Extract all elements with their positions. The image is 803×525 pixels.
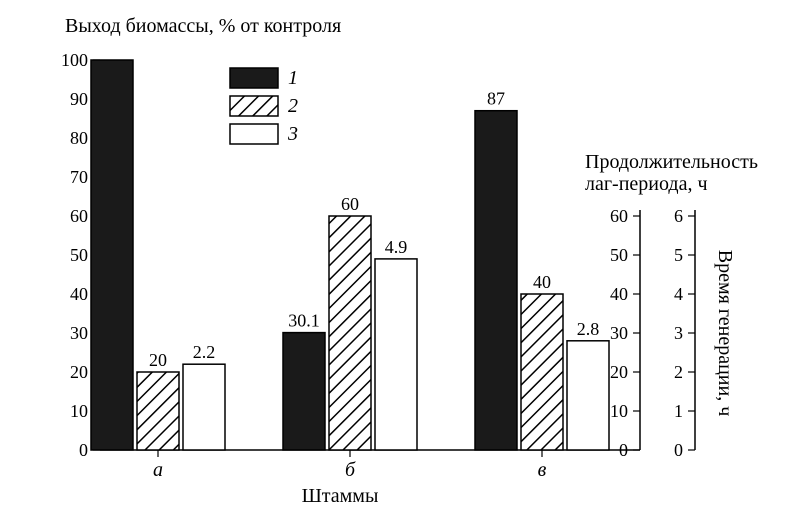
x-category-label: б bbox=[345, 459, 356, 481]
bar-value-label: 60 bbox=[341, 194, 359, 214]
bar bbox=[475, 111, 517, 450]
y-left-tick-label: 90 bbox=[70, 89, 88, 109]
y-right-gen-tick-label: 5 bbox=[674, 245, 683, 265]
bar-value-label: 30.1 bbox=[288, 311, 320, 331]
y-right-gen-tick-label: 2 bbox=[674, 362, 683, 382]
bar bbox=[375, 259, 417, 450]
bar bbox=[521, 294, 563, 450]
y-right-lag-tick-label: 20 bbox=[610, 362, 628, 382]
y-right-lag-tick-label: 50 bbox=[610, 245, 628, 265]
y-right-gen-tick-label: 0 bbox=[674, 440, 683, 460]
y-axis-right-side-title: Время генерации, ч bbox=[714, 250, 736, 417]
biomass-chart: Выход биомассы, % от контроля01020304050… bbox=[0, 0, 803, 525]
y-right-gen-tick-label: 3 bbox=[674, 323, 683, 343]
bar bbox=[283, 333, 325, 450]
y-left-tick-label: 40 bbox=[70, 284, 88, 304]
x-axis-title: Штаммы bbox=[302, 485, 379, 507]
bar-value-label: 4.9 bbox=[385, 237, 408, 257]
y-right-lag-tick-label: 10 bbox=[610, 401, 628, 421]
legend-label: 2 bbox=[288, 95, 298, 117]
bar bbox=[183, 364, 225, 450]
y-left-tick-label: 80 bbox=[70, 128, 88, 148]
chart-svg: Выход биомассы, % от контроля01020304050… bbox=[0, 0, 803, 525]
y-left-tick-label: 10 bbox=[70, 401, 88, 421]
legend-swatch bbox=[230, 68, 278, 88]
x-category-label: а bbox=[153, 459, 163, 481]
y-left-tick-label: 100 bbox=[61, 50, 88, 70]
bar bbox=[137, 372, 179, 450]
y-right-lag-tick-label: 40 bbox=[610, 284, 628, 304]
y-left-tick-label: 60 bbox=[70, 206, 88, 226]
legend-swatch bbox=[230, 96, 278, 116]
bar-value-label: 40 bbox=[533, 272, 551, 292]
y-left-tick-label: 70 bbox=[70, 167, 88, 187]
y-right-gen-tick-label: 6 bbox=[674, 206, 683, 226]
legend-label: 3 bbox=[287, 123, 298, 145]
y-left-tick-label: 0 bbox=[79, 440, 88, 460]
bar-value-label: 2.8 bbox=[577, 319, 600, 339]
y-axis-left-title: Выход биомассы, % от контроля bbox=[65, 15, 341, 37]
y-axis-right-title-1: Продолжительность bbox=[585, 151, 758, 173]
y-left-tick-label: 20 bbox=[70, 362, 88, 382]
x-category-label: в bbox=[538, 459, 547, 481]
bar bbox=[567, 341, 609, 450]
y-axis-right-title-2: лаг-периода, ч bbox=[585, 173, 708, 195]
y-right-lag-tick-label: 0 bbox=[619, 440, 628, 460]
bar-value-label: 20 bbox=[149, 350, 167, 370]
bar-value-label: 2.2 bbox=[193, 342, 216, 362]
y-right-gen-tick-label: 1 bbox=[674, 401, 683, 421]
bar-value-label: 87 bbox=[487, 89, 505, 109]
y-right-lag-tick-label: 60 bbox=[610, 206, 628, 226]
legend-label: 1 bbox=[288, 67, 298, 89]
y-left-tick-label: 30 bbox=[70, 323, 88, 343]
y-left-tick-label: 50 bbox=[70, 245, 88, 265]
legend-swatch bbox=[230, 124, 278, 144]
bar bbox=[329, 216, 371, 450]
bar bbox=[91, 60, 133, 450]
y-right-gen-tick-label: 4 bbox=[674, 284, 683, 304]
y-right-lag-tick-label: 30 bbox=[610, 323, 628, 343]
